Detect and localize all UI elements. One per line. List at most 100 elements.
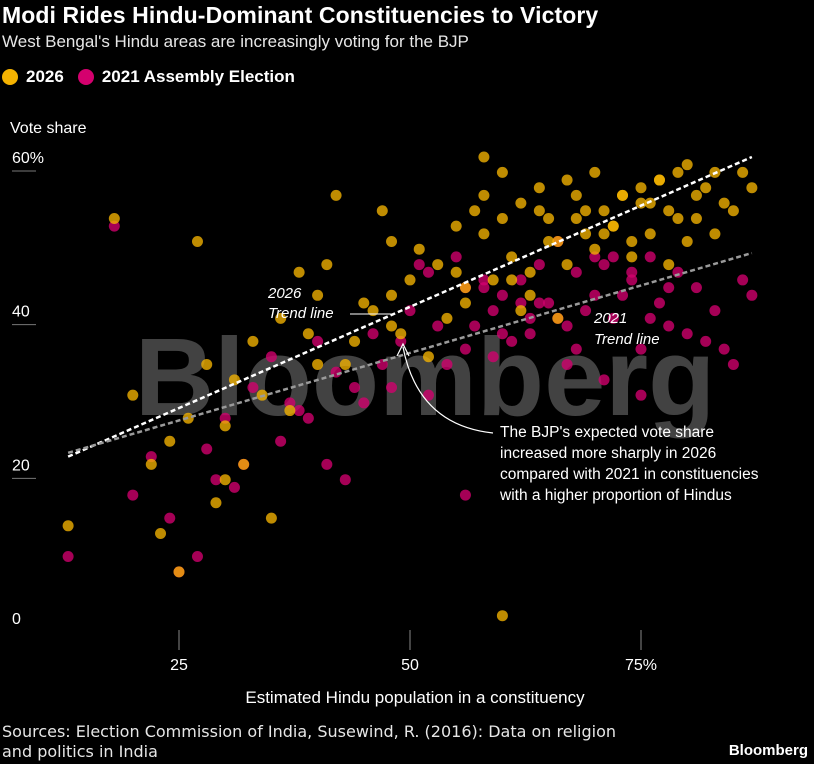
point-2026 <box>533 182 545 194</box>
point-2026 <box>386 236 398 248</box>
point-2026 <box>312 289 324 301</box>
point-2021 <box>746 289 758 301</box>
point-2021 <box>459 489 471 501</box>
point-2021 <box>644 312 656 324</box>
point-2026 <box>607 220 619 232</box>
trend-2021-label-line2: Trend line <box>594 331 660 348</box>
point-2026 <box>413 243 425 255</box>
point-2021 <box>386 382 398 393</box>
point-2026 <box>422 351 434 363</box>
point-2021 <box>681 328 693 340</box>
point-2026 <box>228 374 240 386</box>
point-2026 <box>164 435 176 447</box>
point-2021 <box>598 259 610 271</box>
trend-2026-label-line2: Trend line <box>268 305 334 322</box>
point-2021 <box>293 405 305 417</box>
point-2026 <box>589 166 601 178</box>
point-2021 <box>275 435 287 447</box>
point-2021 <box>145 451 157 463</box>
chart-title: Modi Rides Hindu-Dominant Constituencies… <box>2 2 599 28</box>
x-tick-label: 50 <box>401 657 419 674</box>
point-2021 <box>441 358 453 370</box>
x-tick-label: 25 <box>170 657 188 674</box>
point-2021 <box>478 274 490 286</box>
point-2021 <box>607 312 619 324</box>
point-2021 <box>487 305 499 317</box>
point-2026 <box>543 236 555 248</box>
point-2021 <box>450 251 462 263</box>
note-arrowhead <box>396 342 410 357</box>
point-2021 <box>653 297 665 309</box>
point-2026 <box>690 189 702 201</box>
point-2021 <box>339 474 351 486</box>
point-2026 <box>663 259 675 271</box>
point-2026 <box>127 389 139 401</box>
point-2021 <box>626 274 638 286</box>
point-2021 <box>210 474 222 486</box>
x-axis: 25 50 75% <box>170 630 657 674</box>
point-2026 <box>358 297 370 309</box>
point-2026 <box>487 274 499 286</box>
point-2021 <box>404 305 416 317</box>
point-2021 <box>191 551 203 563</box>
point-2021 <box>228 481 240 493</box>
point-2021 <box>312 335 324 347</box>
y-axis-title: Vote share <box>10 120 87 137</box>
point-2026 <box>561 259 573 271</box>
point-2021 <box>524 328 536 340</box>
point-2021 <box>459 343 471 355</box>
point-2026 <box>432 259 444 271</box>
point-2026 <box>386 289 398 301</box>
point-2026 <box>617 189 629 201</box>
point-2026 <box>247 335 259 347</box>
annotation-trend-2026: 2026 Trend line <box>267 285 393 322</box>
point-2026 <box>293 266 305 278</box>
point-2026 <box>626 236 638 248</box>
point-2026 <box>543 212 555 224</box>
legend-item-2026: 2026 <box>2 67 64 87</box>
point-2026 <box>533 205 545 217</box>
point-2021 <box>700 335 712 347</box>
point-2026 <box>644 228 656 240</box>
chart-subtitle: West Bengal's Hindu areas are increasing… <box>2 32 469 51</box>
point-2026 <box>478 189 490 201</box>
point-2021 <box>496 289 508 301</box>
point-2021 <box>718 343 730 355</box>
y-axis-label: Vote share <box>10 120 87 137</box>
point-2026 <box>145 458 157 470</box>
point-2021 <box>349 382 361 393</box>
legend-label-2026: 2026 <box>26 67 64 86</box>
point-2026 <box>552 312 564 324</box>
point-2021 <box>302 412 314 424</box>
point-2021 <box>422 389 434 401</box>
point-2021 <box>422 266 434 278</box>
point-2026 <box>349 335 361 347</box>
point-2021 <box>164 512 176 524</box>
series-2026 <box>62 151 758 622</box>
point-2026 <box>690 212 702 224</box>
point-2026 <box>561 174 573 186</box>
point-2026 <box>580 205 592 217</box>
point-2026 <box>441 312 453 324</box>
point-2026 <box>626 251 638 263</box>
point-2021 <box>644 251 656 263</box>
point-2021 <box>570 343 582 355</box>
point-2026 <box>653 174 665 186</box>
point-2026 <box>496 212 508 224</box>
point-2026 <box>108 212 120 224</box>
point-2026 <box>62 520 74 532</box>
point-2021 <box>617 289 629 301</box>
point-2021 <box>589 251 601 263</box>
point-2021 <box>561 320 573 332</box>
point-2026 <box>746 182 758 194</box>
point-2026 <box>515 305 527 317</box>
point-2021 <box>284 397 296 409</box>
point-2026 <box>681 159 693 171</box>
point-2026 <box>404 274 416 286</box>
point-2026 <box>386 320 398 332</box>
legend-swatch-2026 <box>2 69 18 85</box>
point-2026 <box>284 405 296 417</box>
point-2026 <box>635 197 647 209</box>
point-2021 <box>543 297 555 309</box>
